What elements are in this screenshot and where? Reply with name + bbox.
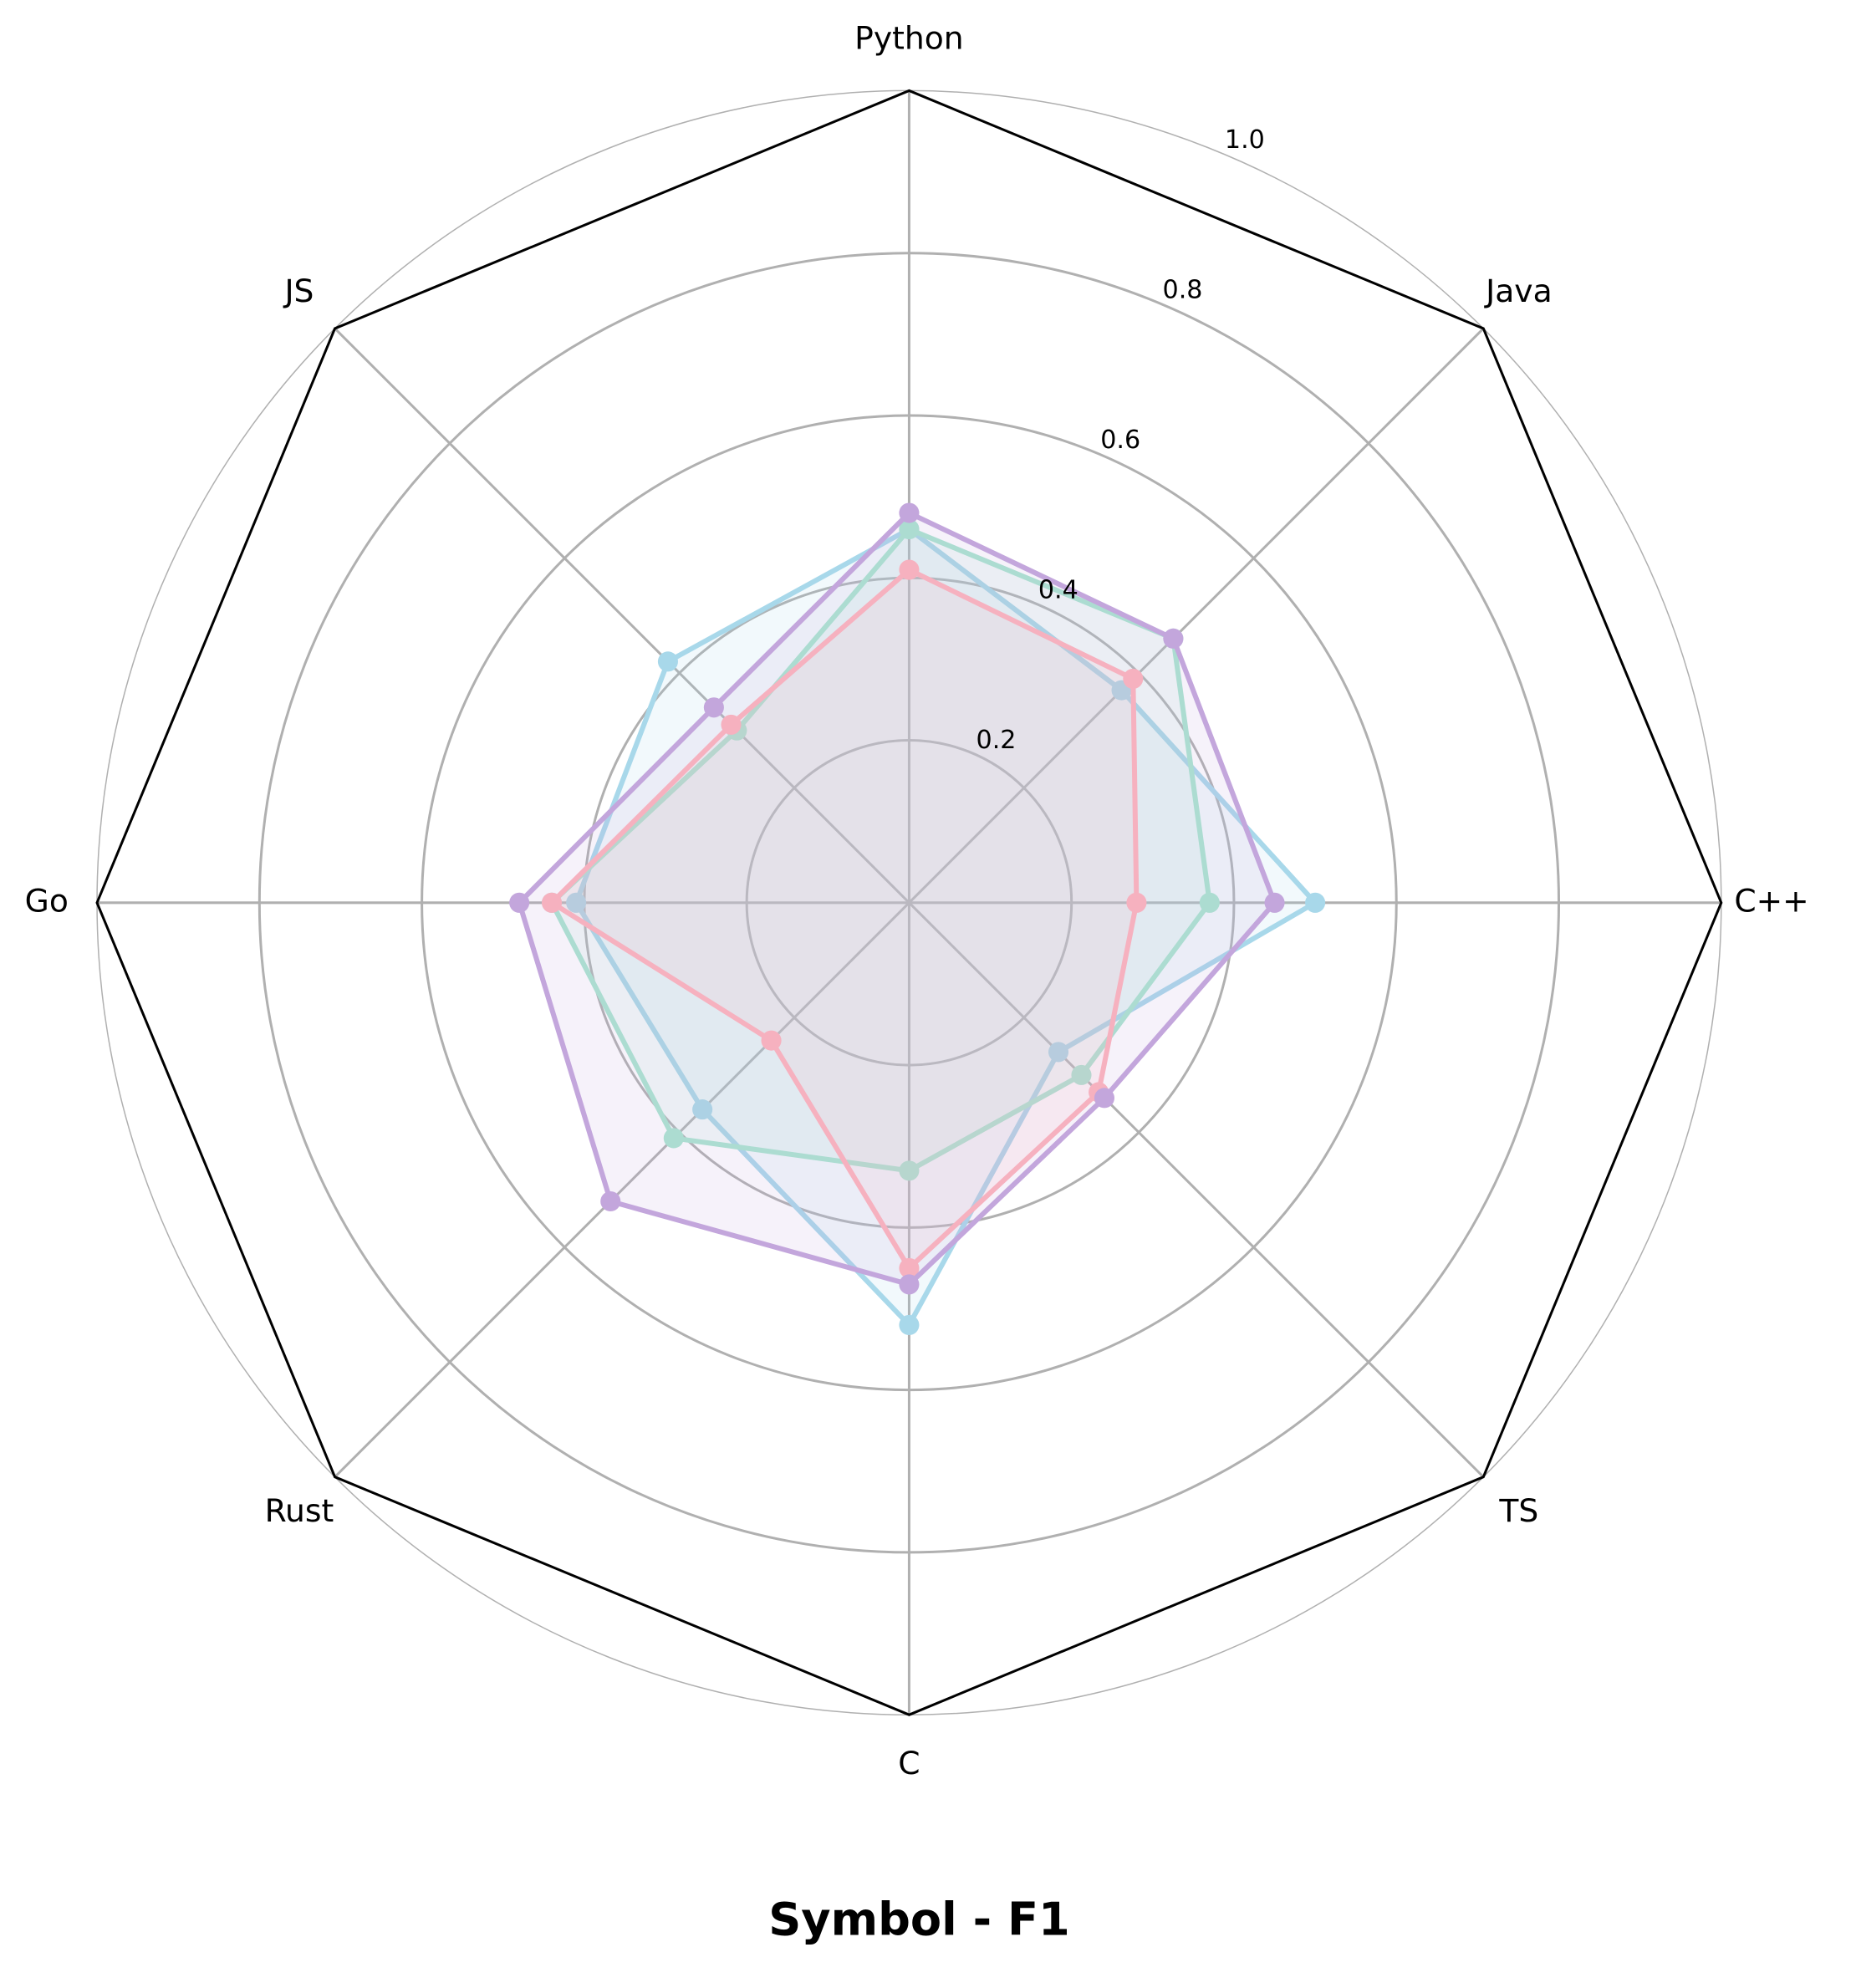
series-marker bbox=[703, 697, 724, 718]
series-marker bbox=[600, 1190, 621, 1212]
series-marker bbox=[1305, 892, 1326, 913]
series-marker bbox=[899, 1314, 920, 1335]
series-marker bbox=[1126, 892, 1147, 913]
series-marker bbox=[721, 714, 742, 735]
series-marker bbox=[1071, 1064, 1092, 1085]
spoke bbox=[908, 901, 1485, 1478]
spoke bbox=[908, 327, 1485, 904]
category-label: C bbox=[898, 1745, 920, 1782]
series-area bbox=[552, 528, 1210, 1171]
category-label: Go bbox=[25, 882, 69, 919]
series-marker bbox=[899, 1160, 920, 1181]
spoke bbox=[334, 901, 910, 1478]
series-marker bbox=[692, 1099, 713, 1120]
series-marker bbox=[566, 892, 587, 913]
category-label: TS bbox=[1498, 1492, 1538, 1529]
series-marker bbox=[1264, 892, 1285, 913]
spoke bbox=[334, 327, 910, 904]
series-marker bbox=[1094, 1088, 1115, 1109]
series-marker bbox=[899, 559, 920, 580]
category-label: JS bbox=[283, 273, 314, 309]
category-label: Python bbox=[854, 20, 963, 57]
r-tick-label: 1.0 bbox=[1225, 125, 1265, 155]
frame bbox=[95, 89, 1723, 1716]
series-marker bbox=[899, 1274, 920, 1295]
r-tick-label: 0.8 bbox=[1163, 275, 1203, 304]
r-tick-label: 0.4 bbox=[1038, 575, 1078, 604]
series-marker bbox=[1163, 628, 1184, 649]
category-label: Rust bbox=[265, 1492, 334, 1529]
series-area bbox=[552, 569, 1137, 1268]
series-marker bbox=[663, 1128, 684, 1149]
series-marker bbox=[1123, 668, 1144, 689]
series-marker bbox=[1048, 1042, 1069, 1063]
series-marker bbox=[1199, 892, 1220, 913]
chart-title: Symbol - F1 bbox=[768, 1893, 1069, 1945]
r-tick-label: 0.6 bbox=[1100, 426, 1140, 455]
series-area bbox=[519, 512, 1275, 1285]
series-marker bbox=[899, 518, 920, 540]
r-tick-label: 0.2 bbox=[976, 726, 1017, 755]
category-label: C++ bbox=[1734, 882, 1808, 919]
series-marker bbox=[899, 1257, 920, 1278]
series-area bbox=[576, 528, 1316, 1325]
series-marker bbox=[761, 1030, 782, 1051]
series-marker bbox=[541, 892, 563, 913]
series-marker bbox=[657, 651, 678, 672]
series-marker bbox=[899, 502, 920, 523]
series-marker bbox=[509, 892, 530, 913]
category-label: Java bbox=[1484, 273, 1553, 309]
